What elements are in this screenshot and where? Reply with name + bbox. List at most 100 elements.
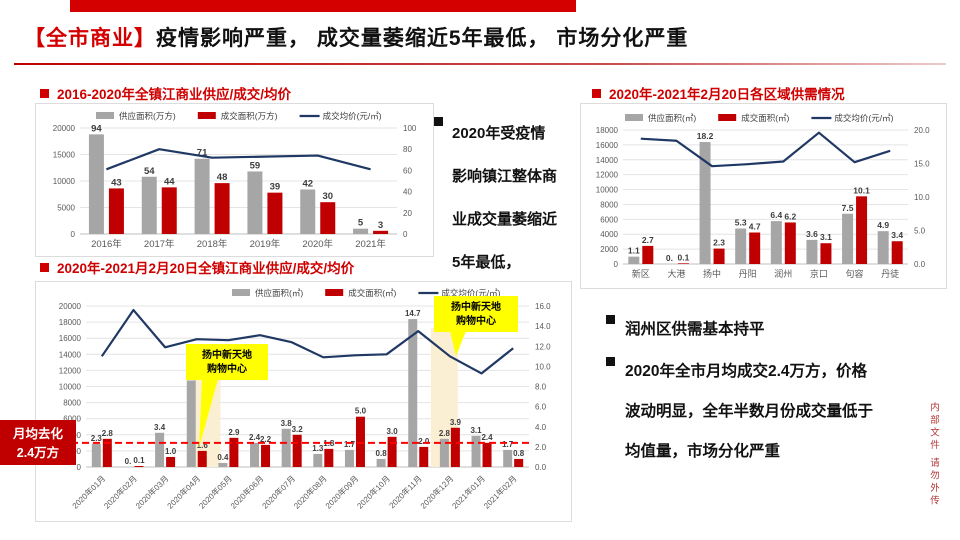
section-title-yearly: 2016-2020年全镇江商业供应/成交/均价 xyxy=(40,83,291,103)
svg-text:1.7: 1.7 xyxy=(344,440,356,449)
bullet-square-icon xyxy=(40,88,49,98)
svg-text:成交均价(元/㎡): 成交均价(元/㎡) xyxy=(441,288,500,298)
svg-text:5.0: 5.0 xyxy=(914,227,926,236)
svg-text:2.3: 2.3 xyxy=(91,434,103,443)
svg-text:2.2: 2.2 xyxy=(260,435,272,444)
svg-text:2020年03月: 2020年03月 xyxy=(133,473,170,510)
svg-text:48: 48 xyxy=(217,172,228,183)
top-accent-bar xyxy=(70,0,576,12)
svg-text:5.3: 5.3 xyxy=(735,217,747,227)
svg-text:扬中新天地: 扬中新天地 xyxy=(202,348,252,361)
svg-text:供应面积(㎡): 供应面积(㎡) xyxy=(255,288,303,298)
svg-text:0: 0 xyxy=(71,230,76,239)
svg-text:丹徒: 丹徒 xyxy=(881,268,899,279)
svg-text:15.0: 15.0 xyxy=(914,160,930,169)
section-title-monthly-label: 2020年-2021月2月20日全镇江商业供应/成交/均价 xyxy=(57,261,355,276)
section-title-yearly-label: 2016-2020年全镇江商业供应/成交/均价 xyxy=(57,87,292,102)
svg-text:2.4: 2.4 xyxy=(249,433,261,442)
svg-text:2020年02月: 2020年02月 xyxy=(102,473,139,510)
note-line: 影响镇江整体商 xyxy=(452,168,558,185)
bullet-square-icon xyxy=(606,315,615,324)
svg-text:2016年: 2016年 xyxy=(91,238,122,250)
svg-text:20000: 20000 xyxy=(59,302,82,311)
svg-text:2021年: 2021年 xyxy=(355,238,386,250)
svg-text:10000: 10000 xyxy=(53,177,76,186)
svg-text:14000: 14000 xyxy=(59,350,82,359)
svg-text:0: 0 xyxy=(77,463,82,472)
svg-text:16.0: 16.0 xyxy=(535,302,551,311)
svg-text:新区: 新区 xyxy=(632,268,650,279)
svg-text:2020年12月: 2020年12月 xyxy=(418,473,455,510)
svg-text:59: 59 xyxy=(250,160,261,171)
svg-text:0.8: 0.8 xyxy=(376,449,388,458)
svg-text:成交均价(元/㎡): 成交均价(元/㎡) xyxy=(323,111,382,121)
svg-text:80: 80 xyxy=(403,145,412,154)
confidential-watermark: 内部文件 请勿外传 xyxy=(928,402,939,508)
svg-text:3.8: 3.8 xyxy=(281,419,293,428)
svg-text:0.: 0. xyxy=(125,457,132,466)
svg-text:12000: 12000 xyxy=(59,366,82,375)
svg-text:14000: 14000 xyxy=(596,156,619,165)
chart-regions-canvas: 0 2000 4000 6000 8000 10000 12000 14000 16000 180… xyxy=(596,113,930,279)
svg-text:2.3: 2.3 xyxy=(713,238,725,248)
svg-text:2021年02月: 2021年02月 xyxy=(481,473,518,510)
svg-text:0.1: 0.1 xyxy=(133,456,145,465)
page-title-tag: 【全市商业】 xyxy=(24,27,156,50)
note-middle-lines: 2020年受疫情 影响镇江整体商 业成交量萎缩近 5年最低， xyxy=(452,112,557,284)
svg-text:4.7: 4.7 xyxy=(749,222,761,232)
svg-text:6.4: 6.4 xyxy=(770,210,782,220)
note-line: 均值量，市场分化严重 xyxy=(625,443,781,460)
svg-text:成交均价(元/㎡): 成交均价(元/㎡) xyxy=(834,113,893,123)
svg-text:3.2: 3.2 xyxy=(292,425,304,434)
svg-text:15000: 15000 xyxy=(53,151,76,160)
svg-text:2020年08月: 2020年08月 xyxy=(291,473,328,510)
svg-text:10000: 10000 xyxy=(59,383,82,392)
svg-text:购物中心: 购物中心 xyxy=(207,362,247,375)
note-line: 波动明显，全年半数月份成交量低于 xyxy=(625,403,874,420)
svg-text:0.: 0. xyxy=(666,253,673,263)
svg-text:14.7: 14.7 xyxy=(405,309,421,318)
note-citywide: 2020年全市月均成交2.4万方，价格 波动明显，全年半数月份成交量低于 均值量… xyxy=(606,352,941,472)
bullet-square-icon xyxy=(592,88,601,98)
svg-text:3.6: 3.6 xyxy=(806,229,818,239)
svg-text:42: 42 xyxy=(302,178,313,189)
svg-text:8000: 8000 xyxy=(600,200,618,209)
svg-text:供应面积(㎡): 供应面积(㎡) xyxy=(648,113,696,123)
note-runzhou-lines: 润州区供需基本持平 xyxy=(625,310,765,350)
svg-text:20: 20 xyxy=(403,209,412,218)
svg-text:2020年01月: 2020年01月 xyxy=(70,473,107,510)
section-title-regions: 2020年-2021年2月20日各区域供需情况 xyxy=(592,83,845,103)
svg-text:3.0: 3.0 xyxy=(387,427,399,436)
bullet-square-icon xyxy=(606,357,615,366)
svg-text:5000: 5000 xyxy=(57,204,75,213)
svg-text:3.4: 3.4 xyxy=(891,230,903,240)
svg-text:扬中: 扬中 xyxy=(703,268,721,279)
svg-text:2020年07月: 2020年07月 xyxy=(260,473,297,510)
chart-monthly-container: 0200040006000800010000120001400016000180… xyxy=(35,281,572,522)
svg-text:2.4: 2.4 xyxy=(481,433,493,442)
svg-text:3.9: 3.9 xyxy=(450,418,462,427)
svg-text:2020年: 2020年 xyxy=(302,238,333,250)
page-title-text: 疫情影响严重， 成交量萎缩近5年最低， 市场分化严重 xyxy=(156,27,689,50)
svg-text:4000: 4000 xyxy=(600,230,618,239)
svg-text:3: 3 xyxy=(378,220,383,231)
note-line: 2020年受疫情 xyxy=(452,125,546,142)
svg-text:18.2: 18.2 xyxy=(697,131,714,141)
svg-text:0: 0 xyxy=(403,230,408,239)
svg-text:100: 100 xyxy=(403,124,417,133)
svg-text:2.0: 2.0 xyxy=(418,437,430,446)
svg-text:12000: 12000 xyxy=(596,171,619,180)
svg-text:10000: 10000 xyxy=(596,186,619,195)
svg-text:2020年09月: 2020年09月 xyxy=(323,473,360,510)
svg-text:2018年: 2018年 xyxy=(197,238,228,250)
chart-yearly-container: 0 5000 10000 15000 20000 0 20 40 60 80 100 94 54 71 59… xyxy=(35,103,434,257)
svg-text:2.0: 2.0 xyxy=(535,443,547,452)
svg-text:20.0: 20.0 xyxy=(914,126,930,135)
svg-text:0.0: 0.0 xyxy=(535,463,547,472)
svg-text:大港: 大港 xyxy=(667,268,685,279)
svg-text:0: 0 xyxy=(614,260,619,269)
svg-text:2000: 2000 xyxy=(600,245,618,254)
svg-text:2.7: 2.7 xyxy=(642,235,654,245)
svg-text:3.1: 3.1 xyxy=(470,426,482,435)
